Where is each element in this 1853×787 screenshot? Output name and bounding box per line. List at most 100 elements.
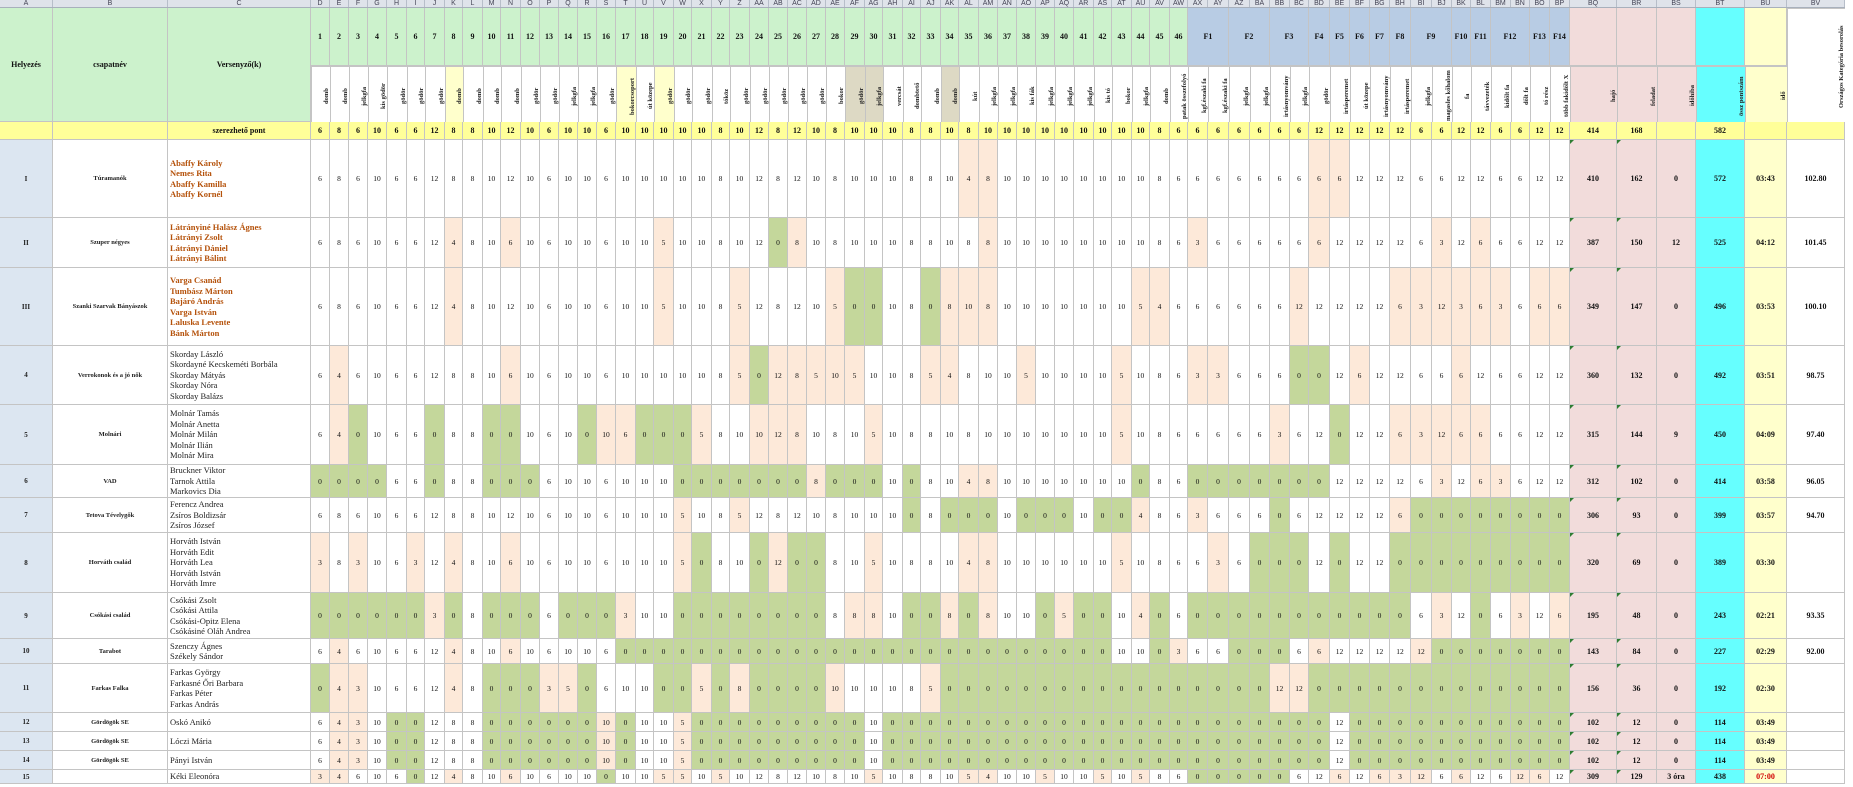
task-score[interactable]: 10 [597, 732, 616, 751]
task-number[interactable]: 45 [1150, 8, 1170, 66]
max-task-score[interactable]: 10 [692, 122, 712, 140]
column-letter[interactable]: AK [941, 0, 959, 7]
task-score[interactable]: 0 [1055, 732, 1074, 751]
task-score[interactable]: 4 [330, 751, 349, 770]
f-score[interactable]: 12 [1290, 268, 1309, 346]
task-score[interactable]: 0 [903, 465, 921, 498]
f-score[interactable]: 0 [1370, 713, 1390, 732]
task-score[interactable]: 0 [1017, 751, 1036, 770]
f-score[interactable]: 6 [1250, 346, 1270, 405]
task-score[interactable]: 0 [1055, 751, 1074, 770]
column-letter[interactable]: AM [979, 0, 998, 7]
task-score[interactable]: 6 [387, 405, 407, 465]
max-sum[interactable]: 414 [1570, 122, 1617, 140]
column-letter[interactable]: AR [1074, 0, 1094, 7]
task-score[interactable]: 6 [501, 770, 521, 784]
column-letter[interactable]: BR [1617, 0, 1657, 7]
task-score[interactable]: 10 [1094, 533, 1112, 593]
task-score[interactable]: 0 [483, 732, 501, 751]
task-score[interactable]: 10 [865, 346, 883, 405]
task-score[interactable]: 10 [368, 664, 387, 713]
task-score[interactable]: 8 [463, 218, 483, 268]
task-score[interactable]: 0 [1150, 639, 1170, 664]
task-score[interactable]: 10 [1055, 218, 1074, 268]
f-score[interactable]: 12 [1370, 268, 1390, 346]
column-letter[interactable]: AG [865, 0, 883, 7]
f-score[interactable]: 0 [1471, 593, 1491, 639]
f-score[interactable]: 0 [1432, 533, 1452, 593]
task-score[interactable]: 0 [1074, 593, 1094, 639]
f-score[interactable]: 0 [1452, 498, 1471, 533]
f-score[interactable]: 6 [1491, 770, 1511, 784]
f-score[interactable]: 0 [1330, 533, 1350, 593]
max-task-score[interactable]: 8 [463, 122, 483, 140]
sum-value[interactable]: 192 [1696, 664, 1745, 713]
max-f-score[interactable]: 12 [1452, 122, 1471, 140]
task-score[interactable]: 6 [311, 498, 330, 533]
f-header[interactable]: F6 [1350, 8, 1370, 66]
column-letter[interactable]: AJ [921, 0, 941, 7]
f-score[interactable]: 0 [1471, 639, 1491, 664]
max-task-score[interactable]: 8 [959, 122, 979, 140]
max-task-score[interactable]: 8 [903, 122, 921, 140]
sum-value[interactable]: 03:49 [1745, 751, 1787, 770]
f-score[interactable]: 0 [1530, 533, 1550, 593]
max-task-score[interactable]: 10 [979, 122, 998, 140]
task-score[interactable]: 5 [865, 770, 883, 784]
column-letter[interactable]: AD [807, 0, 826, 7]
sum-value[interactable]: 0 [1657, 732, 1696, 751]
max-task-score[interactable]: 10 [636, 122, 654, 140]
task-score[interactable]: 0 [807, 713, 826, 732]
task-score[interactable]: 0 [730, 713, 750, 732]
task-score[interactable]: 6 [387, 268, 407, 346]
task-score[interactable]: 6 [501, 533, 521, 593]
task-score[interactable]: 10 [845, 664, 865, 713]
task-type[interactable]: domb [463, 66, 483, 122]
task-score[interactable]: 0 [654, 639, 674, 664]
task-score[interactable]: 10 [578, 465, 597, 498]
sum-value[interactable]: 12 [1657, 218, 1696, 268]
task-score[interactable]: 10 [636, 140, 654, 218]
task-score[interactable]: 12 [788, 268, 807, 346]
task-score[interactable]: 10 [1036, 465, 1055, 498]
place-cell[interactable]: III [0, 268, 53, 346]
max-task-score[interactable]: 10 [1055, 122, 1074, 140]
column-letter[interactable]: BT [1696, 0, 1745, 7]
task-score[interactable]: 6 [349, 268, 368, 346]
task-score[interactable]: 5 [1132, 268, 1150, 346]
task-score[interactable]: 0 [750, 533, 769, 593]
f-score[interactable]: 0 [1511, 751, 1530, 770]
task-score[interactable]: 10 [998, 593, 1017, 639]
task-score[interactable]: 0 [826, 751, 845, 770]
column-letter[interactable]: AX [1188, 0, 1208, 7]
column-letter[interactable]: AO [1017, 0, 1036, 7]
task-score[interactable]: 0 [1017, 664, 1036, 713]
f-score[interactable]: 0 [1350, 664, 1370, 713]
max-task-score[interactable]: 8 [921, 122, 941, 140]
task-score[interactable]: 8 [788, 346, 807, 405]
task-score[interactable]: 10 [368, 713, 387, 732]
task-score[interactable]: 0 [845, 751, 865, 770]
task-score[interactable]: 0 [730, 751, 750, 770]
task-score[interactable]: 6 [387, 664, 407, 713]
f-score[interactable]: 12 [1530, 405, 1550, 465]
task-score[interactable]: 3 [425, 593, 445, 639]
task-score[interactable]: 0 [1055, 713, 1074, 732]
max-task-score[interactable]: 6 [1170, 122, 1188, 140]
task-type[interactable]: gödör [730, 66, 750, 122]
task-score[interactable]: 10 [883, 346, 903, 405]
task-score[interactable]: 0 [407, 593, 425, 639]
f-score[interactable]: 0 [1270, 751, 1290, 770]
column-letter[interactable]: AN [998, 0, 1017, 7]
f-score[interactable]: 12 [1411, 770, 1432, 784]
task-score[interactable]: 10 [368, 498, 387, 533]
f-score[interactable]: 6 [1452, 405, 1471, 465]
f-score[interactable]: 12 [1411, 639, 1432, 664]
task-score[interactable]: 6 [407, 140, 425, 218]
team-name[interactable] [53, 770, 168, 784]
task-score[interactable]: 6 [540, 533, 559, 593]
task-score[interactable]: 10 [559, 405, 578, 465]
place-cell[interactable]: 5 [0, 405, 53, 465]
place-cell[interactable]: 9 [0, 593, 53, 639]
task-score[interactable]: 6 [1170, 218, 1188, 268]
